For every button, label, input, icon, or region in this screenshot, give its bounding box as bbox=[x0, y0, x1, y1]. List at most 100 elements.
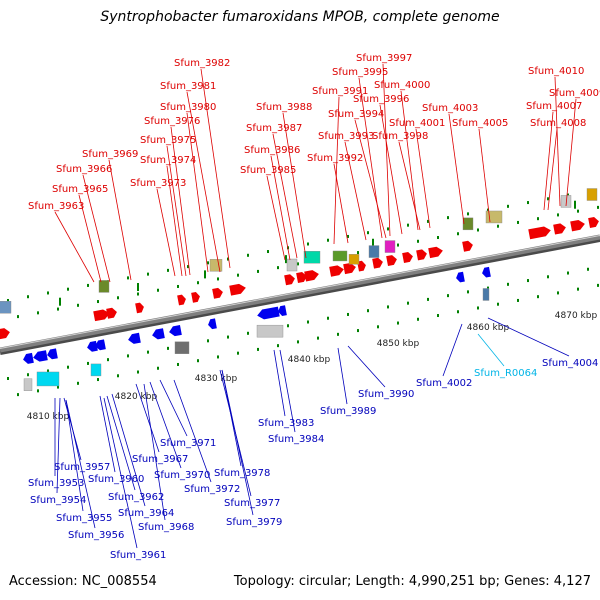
forward-gene-leader bbox=[333, 163, 349, 244]
reverse-gene-leader bbox=[111, 393, 146, 507]
genome-backbone bbox=[0, 234, 600, 353]
gene-box bbox=[482, 288, 490, 301]
forward-gene-label: Sfum_3992 bbox=[307, 153, 363, 164]
gene-arrow-shape bbox=[212, 287, 223, 299]
tick-mark bbox=[107, 358, 109, 362]
tick-mark bbox=[537, 295, 539, 299]
tick-mark bbox=[247, 253, 249, 257]
gene-box bbox=[256, 324, 284, 338]
gene-box bbox=[560, 195, 572, 208]
forward-gene-leader bbox=[382, 63, 391, 237]
tick-mark bbox=[237, 273, 239, 277]
forward-gene-leader bbox=[166, 165, 183, 277]
gene-arrow-shape bbox=[23, 352, 34, 364]
tick-mark bbox=[157, 288, 159, 292]
reverse-gene-leader bbox=[221, 369, 254, 516]
reverse-gene-label: Sfum_3990 bbox=[358, 389, 414, 400]
forward-gene-arrow bbox=[553, 223, 566, 235]
reverse-gene-label: Sfum_3970 bbox=[154, 470, 210, 481]
forward-gene-label: Sfum_3987 bbox=[246, 123, 302, 134]
tick-mark bbox=[207, 261, 209, 265]
reverse-gene-leader bbox=[279, 349, 296, 433]
reverse-gene-label: Sfum_3979 bbox=[226, 517, 282, 528]
tick-mark bbox=[147, 350, 149, 354]
tick-mark bbox=[597, 283, 599, 287]
gene-box bbox=[36, 371, 60, 387]
forward-gene-label: Sfum_3976 bbox=[144, 116, 200, 127]
forward-gene-arrow bbox=[135, 302, 144, 314]
gene-arrow-shape bbox=[528, 226, 551, 240]
forward-gene-leader bbox=[200, 68, 231, 269]
tick-mark bbox=[457, 310, 459, 314]
tick-mark bbox=[177, 284, 179, 288]
forward-gene-label: Sfum_3966 bbox=[56, 164, 112, 175]
forward-gene-leader bbox=[398, 141, 421, 231]
tick-mark bbox=[497, 302, 499, 306]
forward-gene-leader bbox=[82, 174, 111, 283]
gene-arrow-shape bbox=[95, 339, 106, 351]
tick-mark bbox=[37, 311, 39, 315]
tick-mark bbox=[367, 309, 369, 313]
tick-mark bbox=[417, 239, 419, 243]
forward-gene-label: Sfum_4008 bbox=[530, 118, 586, 129]
tick-mark bbox=[167, 268, 169, 272]
tick-mark bbox=[277, 266, 279, 270]
scale-label: 4870 kbp bbox=[555, 311, 598, 321]
tick-mark bbox=[477, 306, 479, 310]
reverse-gene-arrow bbox=[128, 332, 141, 344]
reverse-gene-leader bbox=[106, 395, 136, 491]
reverse-gene-arrow bbox=[33, 350, 48, 362]
gene-arrow-shape bbox=[428, 246, 443, 259]
forward-gene-leader bbox=[543, 111, 554, 211]
gene-arrow-shape bbox=[462, 240, 473, 252]
tick-mark bbox=[17, 315, 19, 319]
tick-mark bbox=[487, 286, 489, 290]
forward-gene-leader bbox=[400, 90, 419, 231]
tick-mark bbox=[557, 291, 559, 295]
tick-mark bbox=[297, 262, 299, 266]
reverse-gene-label: Sfum_3956 bbox=[68, 530, 124, 541]
tick-mark bbox=[117, 374, 119, 378]
tick-mark bbox=[227, 257, 229, 261]
forward-gene-label: Sfum_4005 bbox=[452, 118, 508, 129]
forward-gene-arrow bbox=[191, 292, 200, 303]
tick-mark bbox=[487, 208, 489, 212]
reverse-gene-label: Sfum_3957 bbox=[54, 462, 110, 473]
tick-mark bbox=[427, 297, 429, 301]
genome-title: Syntrophobacter fumaroxidans MPOB, compl… bbox=[100, 9, 500, 25]
tick-mark bbox=[297, 340, 299, 344]
forward-gene-arrow bbox=[402, 252, 413, 263]
rna-gene-leader bbox=[477, 333, 505, 367]
gene-arrow-shape bbox=[106, 307, 117, 319]
tick-mark bbox=[567, 271, 569, 275]
reverse-gene-leader bbox=[63, 397, 82, 461]
tick-mark bbox=[387, 305, 389, 309]
tick-mark bbox=[97, 378, 99, 382]
tick-mark bbox=[197, 359, 199, 363]
reverse-gene-label: Sfum_3967 bbox=[132, 454, 188, 465]
tick-mark bbox=[237, 351, 239, 355]
tick-mark bbox=[17, 393, 19, 397]
forward-gene-leader bbox=[448, 113, 465, 225]
tick-mark bbox=[57, 307, 59, 311]
forward-gene-label: Sfum_3975 bbox=[140, 135, 196, 146]
tick-mark bbox=[597, 205, 599, 209]
gene-box bbox=[303, 251, 321, 264]
reverse-gene-label: Sfum_3984 bbox=[268, 434, 324, 445]
accession-label: Accession: NC_008554 bbox=[9, 574, 157, 589]
tick-mark bbox=[117, 296, 119, 300]
forward-gene-arrow bbox=[304, 270, 319, 282]
tick-mark bbox=[207, 339, 209, 343]
tick-mark bbox=[147, 272, 149, 276]
tick-mark bbox=[577, 287, 579, 291]
tick-mark bbox=[327, 238, 329, 242]
major-tick-mark bbox=[204, 270, 206, 279]
reverse-gene-label: Sfum_4004 bbox=[542, 358, 598, 369]
forward-gene-arrow bbox=[386, 255, 397, 267]
tick-mark bbox=[557, 213, 559, 217]
tick-mark bbox=[347, 234, 349, 238]
tick-mark bbox=[447, 216, 449, 220]
tick-mark bbox=[427, 219, 429, 223]
gene-arrow-shape bbox=[191, 292, 200, 303]
forward-gene-arrow bbox=[93, 309, 110, 322]
